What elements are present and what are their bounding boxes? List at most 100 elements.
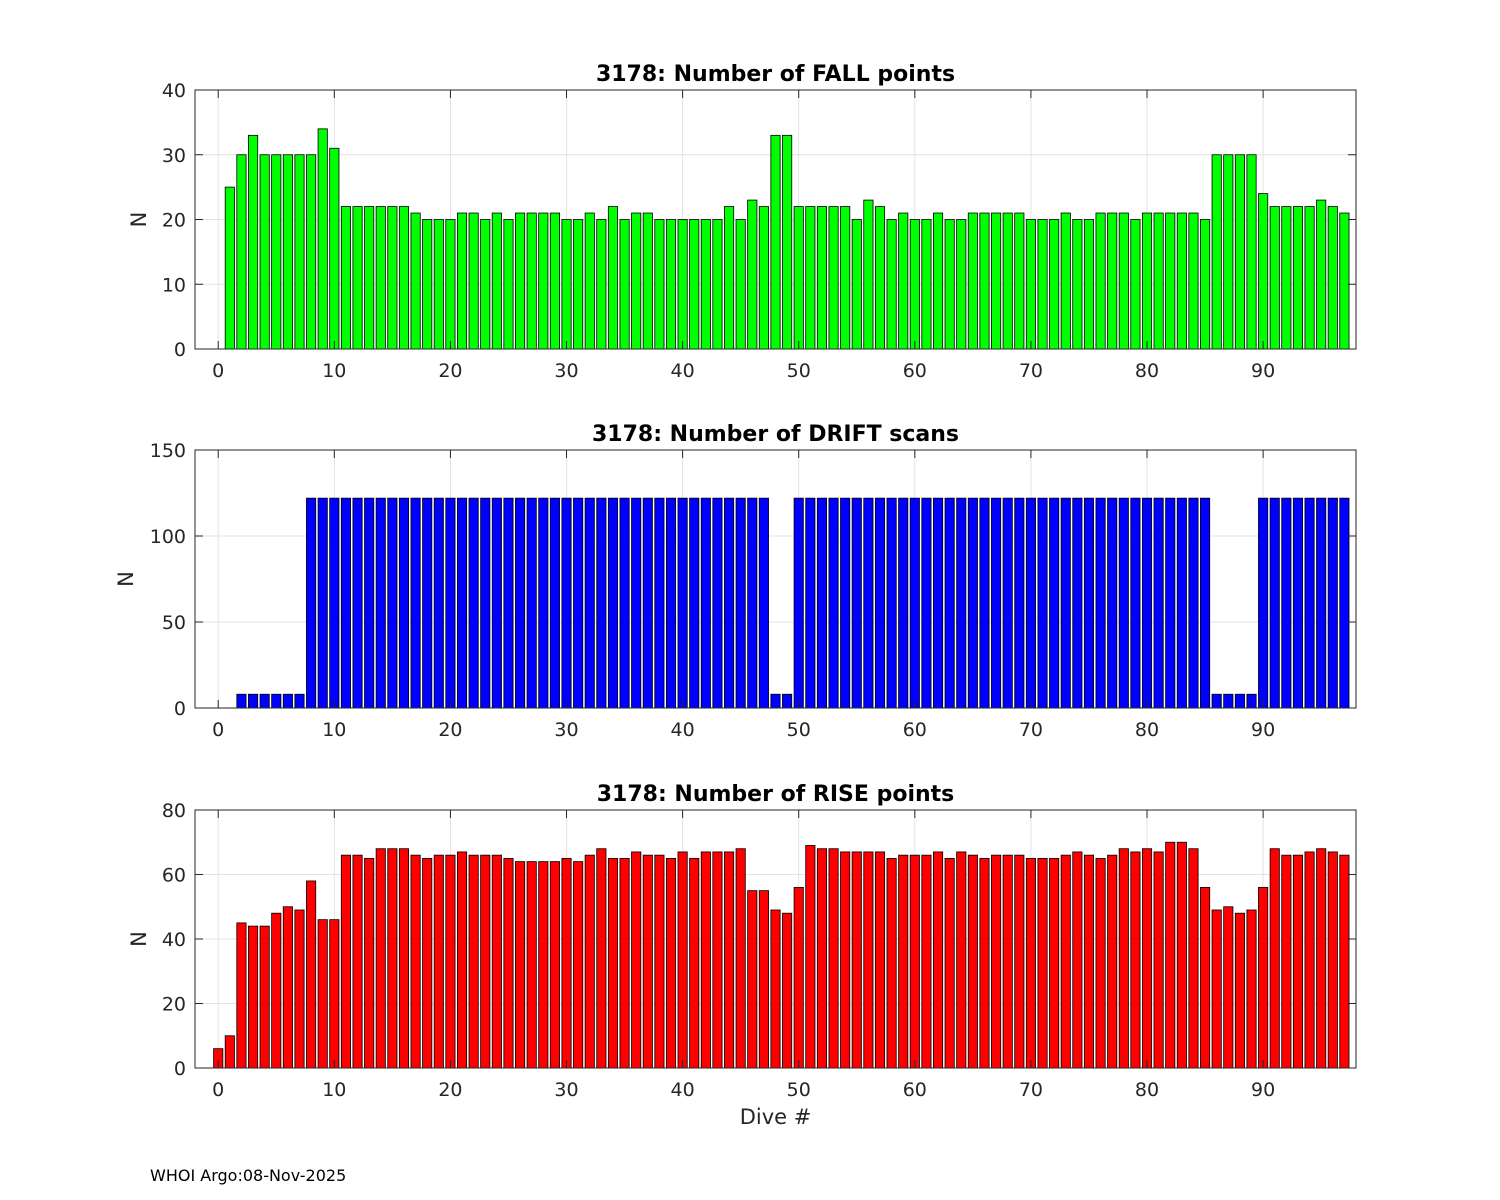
- bar: [770, 909, 781, 1069]
- bar: [1339, 212, 1350, 350]
- bar: [619, 497, 630, 709]
- bar: [306, 497, 317, 709]
- bar: [1014, 212, 1025, 350]
- bar: [1188, 497, 1199, 709]
- bar: [398, 848, 410, 1069]
- bar: [1072, 497, 1083, 709]
- bar: [375, 497, 386, 709]
- x-tick-label: 10: [322, 1079, 346, 1101]
- bar: [398, 206, 410, 350]
- bar: [758, 497, 769, 709]
- x-tick-label: 20: [438, 360, 462, 382]
- bar: [828, 206, 839, 350]
- bar: [445, 497, 456, 709]
- bar: [619, 219, 630, 350]
- bar: [654, 219, 665, 350]
- bar: [549, 497, 560, 709]
- bar: [1141, 212, 1153, 350]
- x-tick-label: 10: [322, 719, 346, 741]
- bar: [480, 219, 491, 350]
- bar: [1072, 851, 1083, 1069]
- bar: [1223, 154, 1234, 350]
- bar: [1234, 693, 1245, 709]
- x-tick-label: 20: [438, 719, 462, 741]
- bar: [456, 212, 468, 350]
- bar: [1083, 219, 1095, 350]
- y-tick-label: 50: [162, 612, 186, 634]
- bar: [933, 497, 944, 709]
- bar: [700, 851, 711, 1069]
- bar: [898, 497, 909, 709]
- bar: [306, 880, 317, 1069]
- bar: [259, 925, 270, 1069]
- bar: [282, 906, 293, 1069]
- bar: [642, 212, 653, 350]
- bar: [259, 693, 270, 709]
- bar: [1130, 497, 1141, 709]
- bar: [886, 219, 897, 350]
- bar: [793, 887, 804, 1069]
- bar: [387, 497, 398, 709]
- bar: [1246, 693, 1257, 709]
- bar: [805, 845, 816, 1069]
- bar: [1153, 497, 1164, 709]
- bar: [1258, 497, 1269, 709]
- bar: [1234, 154, 1245, 350]
- bar: [410, 497, 421, 709]
- bar: [422, 497, 433, 709]
- x-tick-label: 80: [1135, 1079, 1159, 1101]
- bar: [689, 219, 700, 350]
- bar: [1292, 206, 1304, 350]
- bar: [828, 848, 839, 1069]
- bar: [712, 851, 723, 1069]
- bar: [747, 497, 758, 709]
- bar: [306, 154, 317, 350]
- x-tick-label: 90: [1251, 360, 1275, 382]
- y-axis-label: N: [127, 212, 151, 228]
- y-tick-label: 100: [150, 526, 186, 548]
- bar: [271, 154, 282, 350]
- x-tick-label: 60: [903, 719, 927, 741]
- y-tick-label: 60: [162, 865, 186, 887]
- bar: [1025, 219, 1036, 350]
- bar: [410, 212, 421, 350]
- bar: [607, 497, 619, 709]
- bar: [1049, 219, 1060, 350]
- bar: [1130, 219, 1141, 350]
- bar: [840, 851, 851, 1069]
- bar: [642, 497, 653, 709]
- bar: [700, 219, 711, 350]
- bar: [433, 497, 444, 709]
- y-tick-label: 0: [174, 1058, 186, 1080]
- bar: [515, 861, 526, 1069]
- bar: [1083, 497, 1095, 709]
- x-tick-label: 40: [671, 360, 695, 382]
- bar: [665, 497, 677, 709]
- bar: [1304, 206, 1315, 350]
- bar: [1072, 219, 1083, 350]
- bar: [607, 857, 619, 1069]
- bar: [712, 497, 723, 709]
- bar: [1339, 497, 1350, 709]
- y-tick-label: 0: [174, 698, 186, 720]
- bar: [422, 219, 433, 350]
- bar: [851, 497, 862, 709]
- bar: [329, 147, 340, 350]
- bar: [1211, 693, 1222, 709]
- x-tick-label: 40: [671, 1079, 695, 1101]
- bar: [724, 497, 735, 709]
- bar: [782, 693, 793, 709]
- bar: [1049, 857, 1060, 1069]
- bar: [538, 212, 549, 350]
- bar: [956, 497, 967, 709]
- bar: [549, 212, 560, 350]
- bar: [364, 497, 375, 709]
- bar: [1118, 848, 1129, 1069]
- bar: [433, 219, 444, 350]
- bar: [979, 212, 990, 350]
- bar: [1188, 212, 1199, 350]
- bar: [491, 854, 502, 1069]
- bar: [387, 848, 398, 1069]
- bar: [735, 497, 746, 709]
